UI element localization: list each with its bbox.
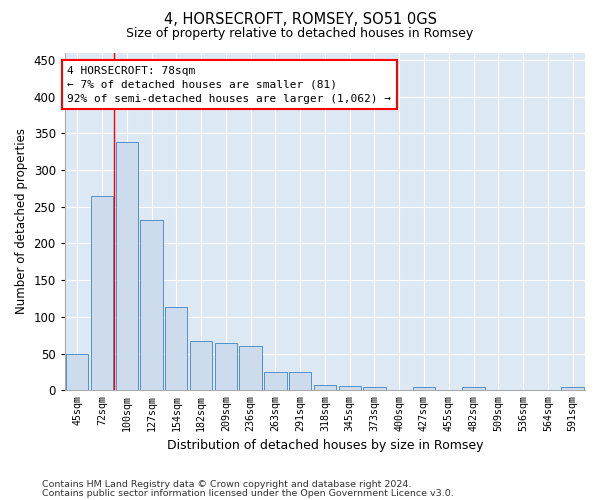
Y-axis label: Number of detached properties: Number of detached properties [15, 128, 28, 314]
Bar [463, 388, 485, 390]
Bar [562, 386, 584, 390]
Bar [91, 196, 113, 390]
Text: 4 HORSECROFT: 78sqm
← 7% of detached houses are smaller (81)
92% of semi-detache: 4 HORSECROFT: 78sqm ← 7% of detached hou… [67, 66, 391, 104]
Bar [215, 342, 237, 390]
Bar [264, 372, 287, 390]
Text: Size of property relative to detached houses in Romsey: Size of property relative to detached ho… [127, 28, 473, 40]
Bar [413, 388, 435, 390]
Text: Contains public sector information licensed under the Open Government Licence v3: Contains public sector information licen… [42, 489, 454, 498]
Bar [140, 220, 163, 390]
Bar [66, 354, 88, 391]
Text: Contains HM Land Registry data © Crown copyright and database right 2024.: Contains HM Land Registry data © Crown c… [42, 480, 412, 489]
Bar [364, 388, 386, 390]
Bar [116, 142, 138, 390]
X-axis label: Distribution of detached houses by size in Romsey: Distribution of detached houses by size … [167, 440, 483, 452]
Bar [289, 372, 311, 390]
Bar [165, 308, 187, 390]
Bar [314, 385, 336, 390]
Bar [239, 346, 262, 391]
Text: 4, HORSECROFT, ROMSEY, SO51 0GS: 4, HORSECROFT, ROMSEY, SO51 0GS [163, 12, 437, 28]
Bar [190, 341, 212, 390]
Bar [338, 386, 361, 390]
